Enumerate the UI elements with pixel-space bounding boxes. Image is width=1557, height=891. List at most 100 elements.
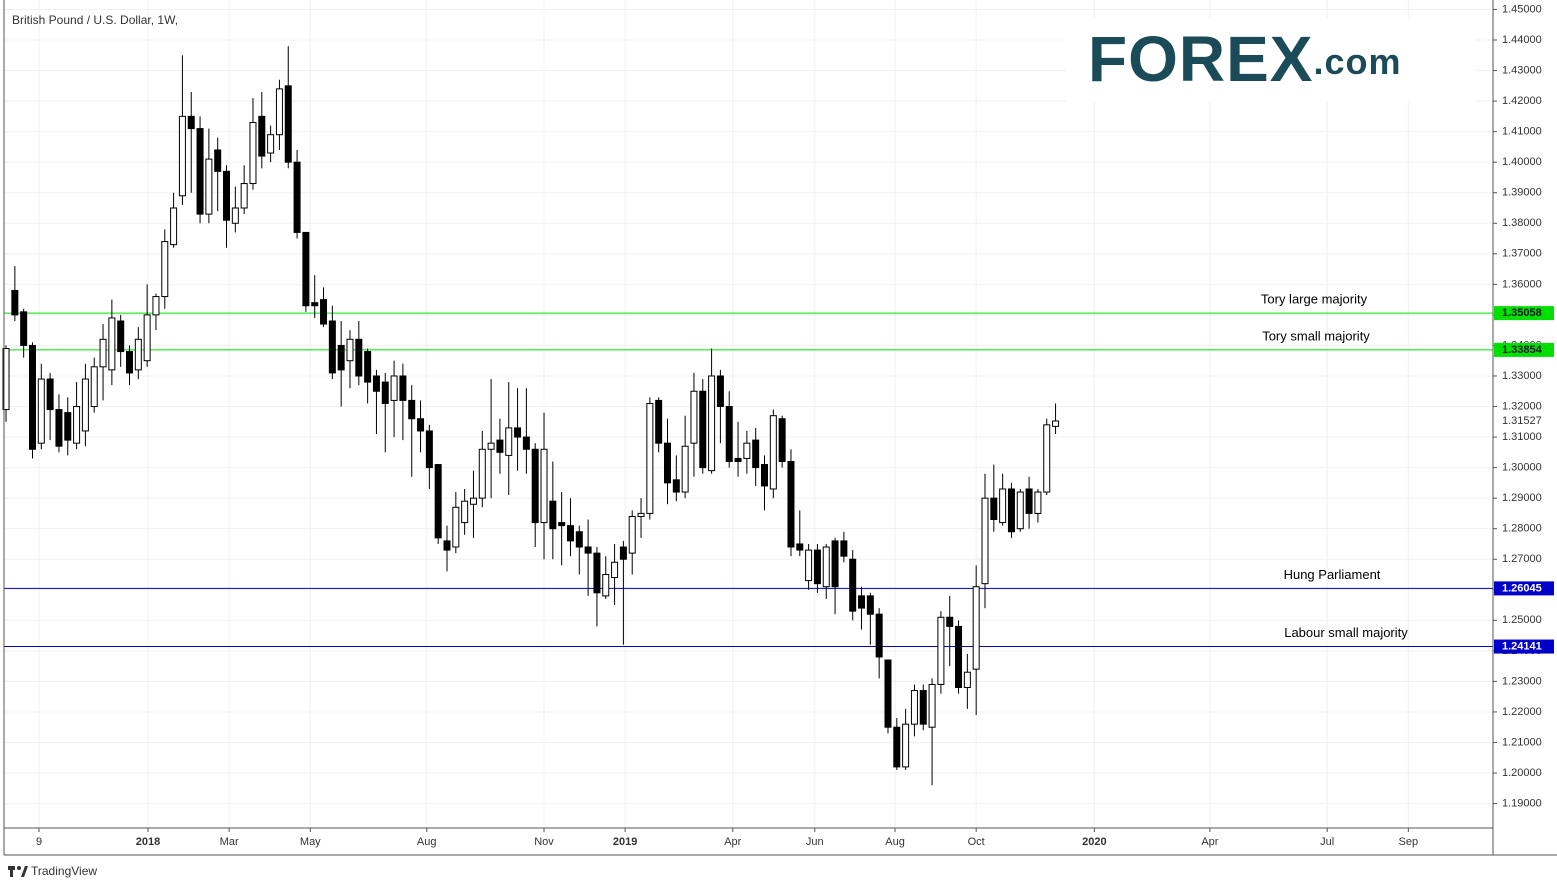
x-tick-label: 9: [36, 836, 42, 848]
candle-body: [893, 726, 901, 768]
candle-body: [946, 616, 954, 627]
candle-body: [81, 378, 89, 432]
candle-body: [99, 338, 107, 368]
candle-body: [981, 497, 989, 585]
candle-body: [117, 320, 125, 353]
chart-title: British Pound / U.S. Dollar, 1W,: [12, 13, 178, 27]
candle-body: [408, 399, 416, 420]
candles: [2, 46, 1060, 786]
candle-body: [152, 296, 160, 316]
x-tick-label: Jul: [1320, 836, 1334, 848]
levels: Tory large majority Tory small majority Hu…: [4, 292, 1493, 648]
footer: TradingView: [31, 864, 97, 878]
x-tick-label: May: [300, 836, 321, 848]
candle-body: [223, 170, 231, 221]
candle-body: [143, 314, 151, 362]
candle-body: [999, 488, 1007, 524]
candle-body: [399, 375, 407, 401]
candle-body: [496, 439, 504, 453]
candle-body: [187, 115, 195, 130]
candle-body: [796, 543, 804, 551]
candle-body: [919, 690, 927, 725]
y-tick-label: 1.38000: [1502, 217, 1542, 229]
candle-body: [822, 546, 830, 588]
level-badge: [1494, 342, 1554, 357]
candle-body: [928, 683, 936, 728]
y-tick-label: 1.37000: [1502, 248, 1542, 260]
y-tick-label: 1.42000: [1502, 95, 1542, 107]
candle-body: [716, 375, 724, 408]
candle-body: [787, 460, 795, 548]
candle-body: [681, 445, 689, 493]
logo-main: FOREX: [1088, 23, 1313, 95]
candle-body: [364, 351, 372, 383]
candle-body: [126, 351, 134, 374]
candle-body: [178, 115, 186, 197]
candle-body: [963, 671, 971, 689]
y-tick-label: 1.19000: [1502, 797, 1542, 809]
x-tick-label: Apr: [724, 836, 741, 848]
candle-body: [214, 149, 222, 172]
y-tick-label: 1.21000: [1502, 736, 1542, 748]
candle-body: [55, 409, 63, 447]
level-name: Hung Parliament: [1284, 567, 1381, 582]
x-tick-label: Jun: [806, 836, 824, 848]
y-tick-label: 1.41000: [1502, 126, 1542, 138]
candle-body: [663, 442, 671, 484]
candle-body: [875, 613, 883, 658]
candle-body: [267, 134, 275, 154]
y-tick-label: 1.27000: [1502, 553, 1542, 565]
candle-body: [1016, 491, 1024, 530]
candle-body: [434, 464, 442, 539]
y-tick-label: 1.45000: [1502, 3, 1542, 15]
candle-body: [628, 515, 636, 554]
x-tick-label: Mar: [220, 836, 239, 848]
candle-body: [90, 366, 98, 408]
candle-body: [196, 128, 204, 215]
candle-body: [461, 500, 469, 524]
x-tick-label: 2019: [613, 836, 637, 848]
candle-body: [990, 497, 998, 521]
candle-body: [575, 531, 583, 548]
candle-body: [372, 375, 380, 392]
candle-body: [1052, 420, 1060, 427]
candle-body: [866, 595, 874, 615]
candle-body: [46, 378, 54, 411]
logo-suffix: .com: [1313, 41, 1401, 82]
candle-body: [611, 561, 619, 579]
candle-body: [514, 427, 522, 438]
candle-body: [725, 406, 733, 462]
y-tick-label: 1.25000: [1502, 614, 1542, 626]
candle-body: [584, 546, 592, 554]
y-tick-label: 1.44000: [1502, 34, 1542, 46]
level-badge-label: 1.26045: [1502, 582, 1542, 594]
candle-body: [73, 406, 81, 444]
candle-body: [452, 506, 460, 548]
y-tick-label: 1.33000: [1502, 370, 1542, 382]
y-tick-label: 1.32000: [1502, 400, 1542, 412]
candle-body: [743, 442, 751, 459]
candle-body: [566, 525, 574, 542]
level-badge: [1494, 581, 1554, 596]
candle-body: [302, 231, 310, 307]
logo-background: [1066, 18, 1476, 102]
candle-body: [699, 390, 707, 469]
x-tick-label: Sep: [1399, 836, 1419, 848]
level-badge-label: 1.35058: [1502, 307, 1542, 319]
x-tick-label: Oct: [968, 836, 985, 848]
candle-body: [884, 659, 892, 728]
y-tick-label: 1.40000: [1502, 156, 1542, 168]
candle-body: [540, 448, 548, 524]
candle-body: [337, 344, 345, 371]
candle-body: [937, 616, 945, 685]
x-tick-label: 2020: [1082, 836, 1106, 848]
candle-body: [64, 412, 72, 441]
x-tick-label: Nov: [534, 836, 554, 848]
candle-body: [443, 540, 451, 551]
candle-body: [258, 115, 266, 157]
logo: FOREX.com: [1088, 23, 1402, 95]
level-badge: [1494, 639, 1554, 654]
candle-body: [20, 311, 28, 346]
candle-body: [849, 558, 857, 612]
